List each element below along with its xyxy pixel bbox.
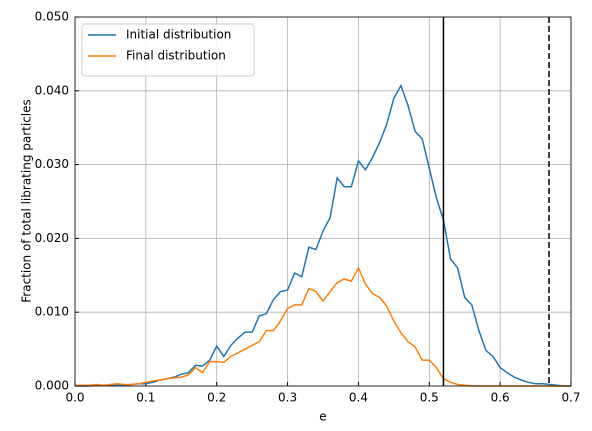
legend-box <box>81 23 255 77</box>
legend-label: Initial distribution <box>126 28 231 42</box>
x-tick-label: 0.0 <box>65 391 84 405</box>
y-tick-label: 0.040 <box>35 83 69 97</box>
x-tick-label: 0.5 <box>420 391 439 405</box>
x-tick-label: 0.4 <box>349 391 368 405</box>
y-axis-label: Fraction of total librating particles <box>20 99 34 303</box>
x-tick-label: 0.2 <box>207 391 226 405</box>
y-tick-label: 0.030 <box>35 157 69 171</box>
plot-frame <box>74 16 572 387</box>
y-tick-label: 0.010 <box>35 305 69 319</box>
x-tick-label: 0.3 <box>278 391 297 405</box>
legend-label: Final distribution <box>126 49 226 63</box>
x-axis-label: e <box>319 410 326 424</box>
y-tick-label: 0.000 <box>35 379 69 393</box>
data-line <box>75 83 571 387</box>
x-tick-label: 0.1 <box>136 391 155 405</box>
x-tick-label: 0.6 <box>491 391 510 405</box>
y-tick-label: 0.050 <box>35 10 69 24</box>
x-tick-label: 0.7 <box>561 391 580 405</box>
y-tick-label: 0.020 <box>35 231 69 245</box>
data-line <box>75 266 571 387</box>
